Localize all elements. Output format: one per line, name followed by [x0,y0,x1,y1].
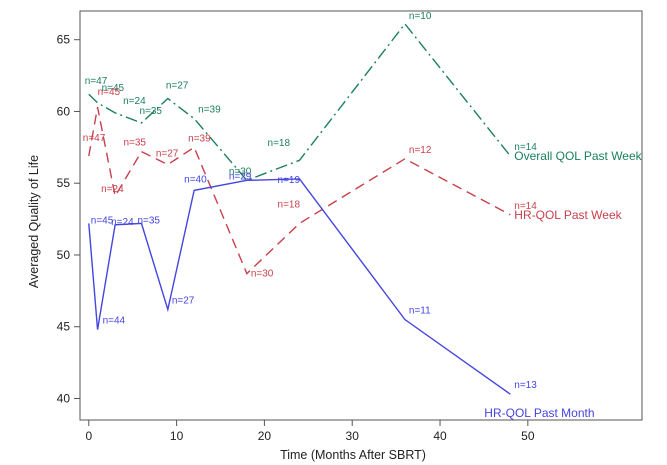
series-hr-qol-past-month: n=45n=44n=24 n=35n=27n=40 n=29 n=19n=11n=13… [88,171,595,420]
y-tick-label: 65 [57,33,71,47]
y-tick-label: 55 [57,176,71,190]
data-label: n=39 [198,105,221,116]
x-tick-label: 20 [258,429,272,443]
series-layer: n=47n=45n=24n=35n=27n=39n=30n=18n=10n=14… [83,11,643,420]
data-label: n=18 [278,199,301,210]
series-name-label: Overall QOL Past Week [514,149,642,163]
data-label: n=47 [83,133,106,144]
y-axis: 40 45 50 55 60 65 [57,33,80,405]
series-line [88,178,511,395]
data-label: n=24 [111,217,134,228]
data-label: n=14 [514,201,537,212]
x-tick-label: 10 [170,429,184,443]
data-label: n=47 [85,76,108,87]
series-name-label: HR-QOL Past Week [514,208,622,222]
data-label: n=13 [514,380,537,391]
data-label: n=35 [139,106,162,117]
y-axis-title: Averaged Quality of Life [27,155,41,288]
series-overall-qol-past-week: n=47n=45n=24n=35n=27n=39n=30n=18n=10n=14… [85,11,643,182]
y-tick-label: 60 [57,104,71,118]
plot-frame [79,10,643,421]
data-label: n=35 [137,215,160,226]
y-tick-label: 50 [57,248,71,262]
data-label: n=24 [123,96,146,107]
x-tick-label: 50 [521,429,535,443]
data-label: n=10 [409,11,432,22]
data-label: n=35 [123,138,146,149]
x-axis: 0 10 20 30 40 50 [85,420,535,443]
data-label: n=45 [102,83,125,94]
data-label: n=18 [268,138,291,149]
data-label: n=19 [278,175,301,186]
x-tick-label: 30 [346,429,360,443]
series-line [88,22,511,182]
data-label: n=27 [172,295,195,306]
data-label: n=39 [188,133,211,144]
x-tick-label: 0 [85,429,92,443]
data-label: n=11 [409,306,431,317]
data-label: n=40 [184,174,207,185]
data-label: n=24 [101,184,124,195]
series-name-label: HR-QOL Past Month [484,406,594,420]
data-label: n=29 [229,171,252,182]
y-tick-label: 45 [57,320,71,334]
series-line [88,107,511,275]
data-label: n=30 [229,166,252,177]
data-label: n=14 [514,142,537,153]
data-label: n=27 [156,149,179,160]
data-label: n=27 [166,81,189,92]
series-hr-qol-past-week: n=47n=45n=24n=35n=27n=39n=30n=18n=12n=14… [83,87,623,279]
data-label: n=12 [409,145,432,156]
y-tick-label: 40 [57,391,71,405]
data-label: n=30 [251,269,274,280]
data-label: n=45 [98,87,121,98]
data-label: n=45 [91,215,114,226]
data-label: n=44 [103,316,126,327]
x-tick-label: 40 [433,429,447,443]
x-axis-title: Time (Months After SBRT) [280,448,426,462]
